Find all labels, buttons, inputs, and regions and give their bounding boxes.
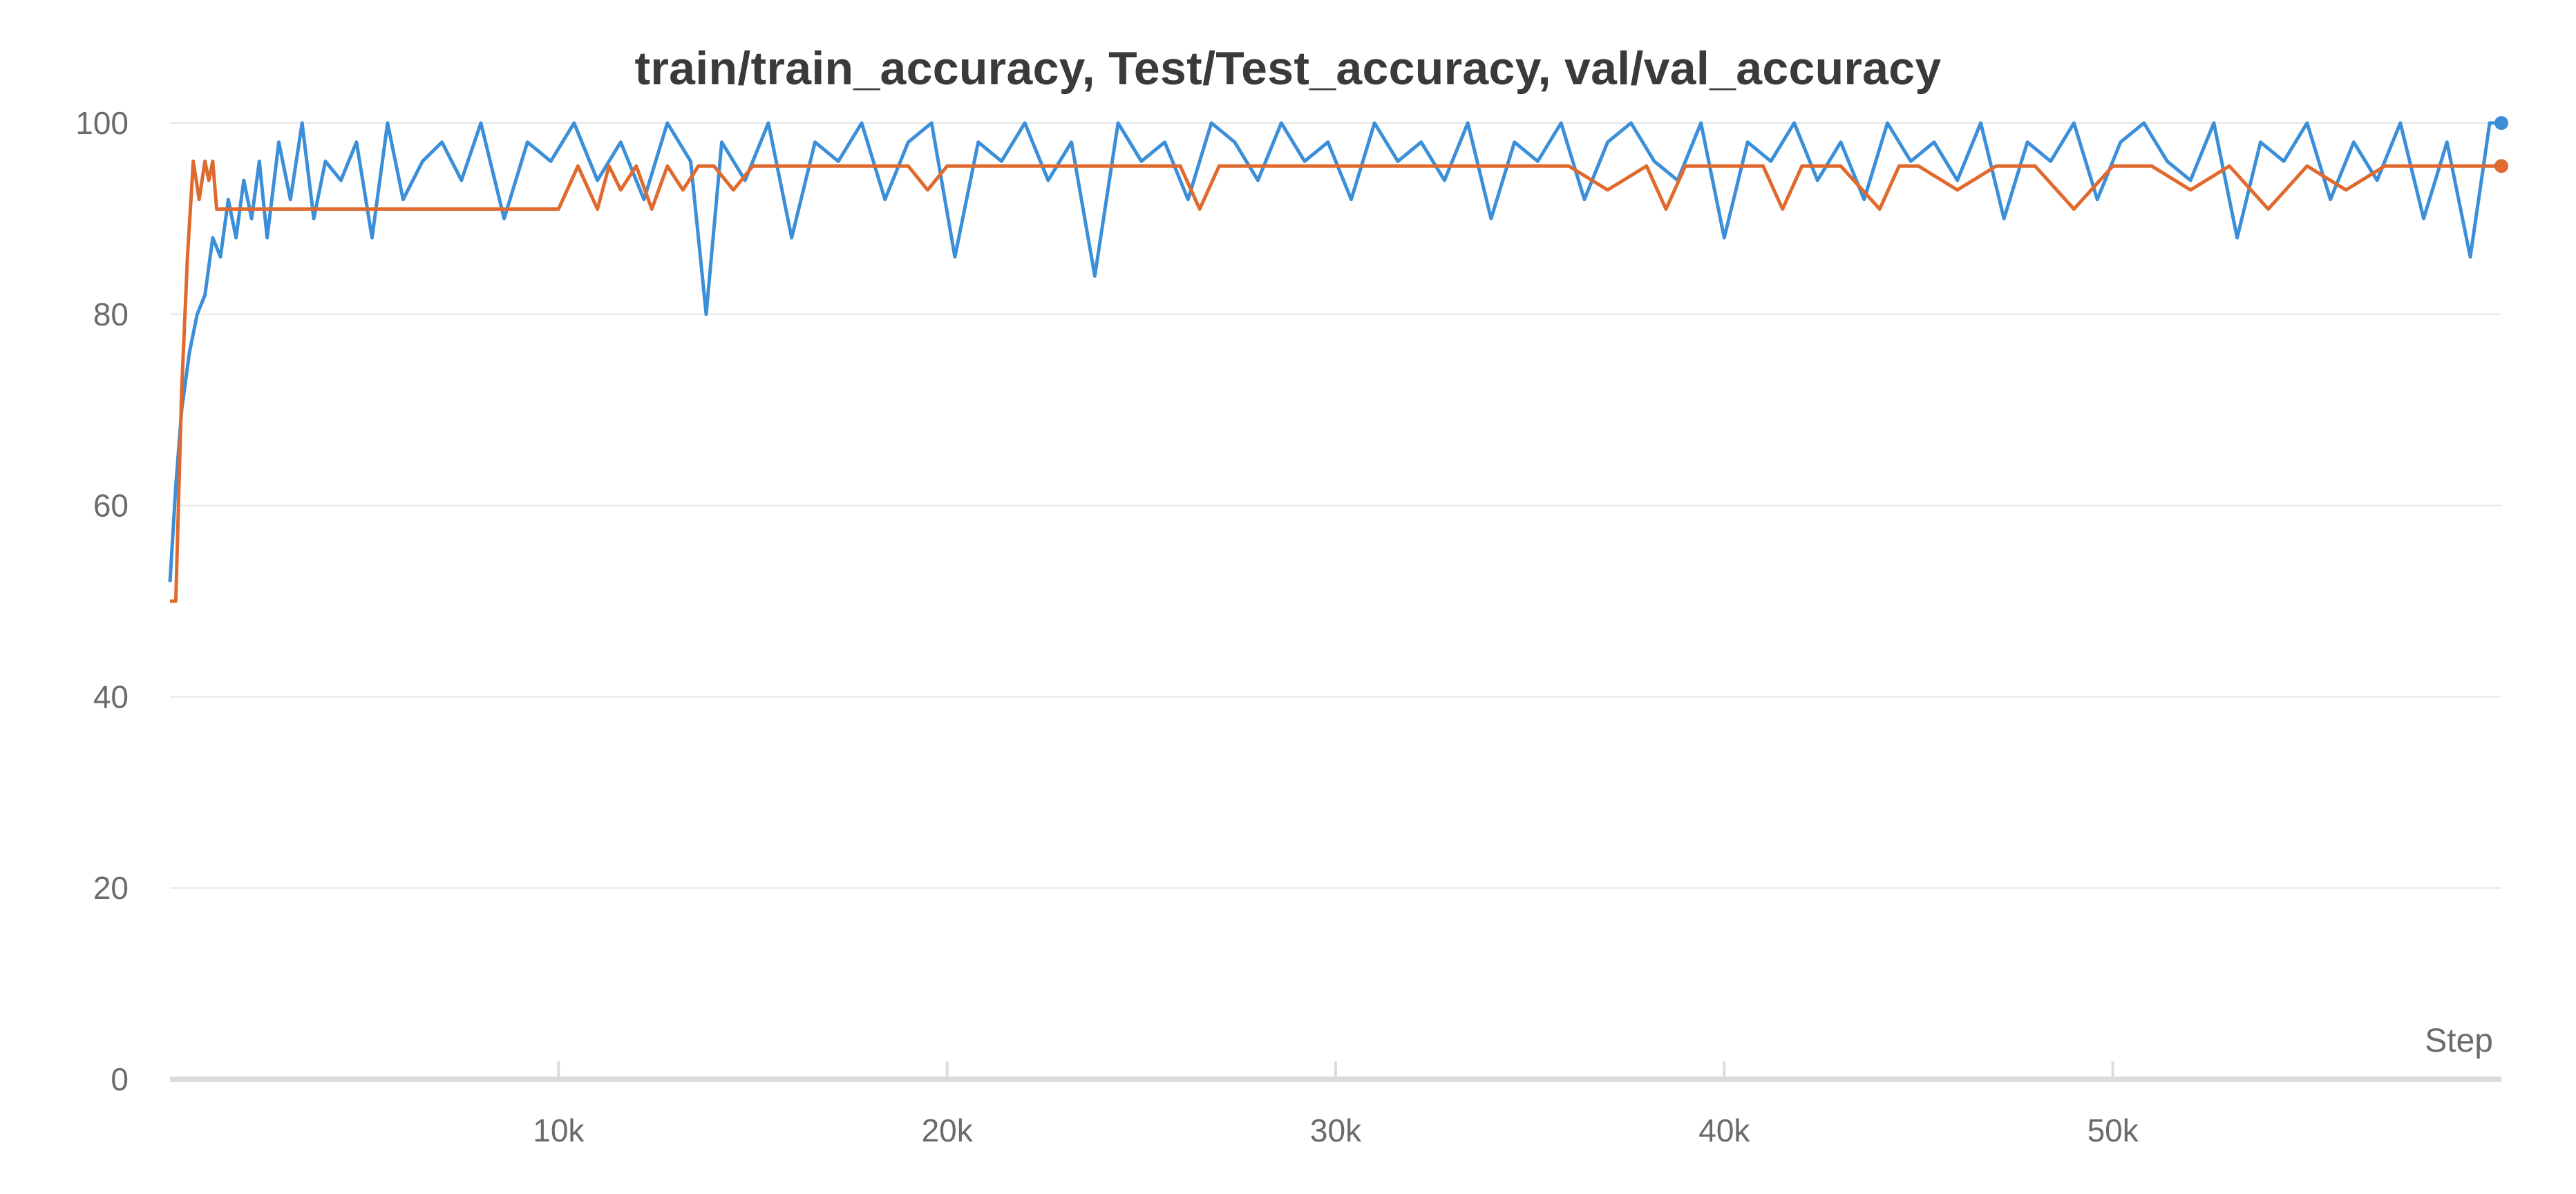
y-tick-label-20: 20 <box>93 870 129 906</box>
y-tick-label-60: 60 <box>93 488 129 524</box>
series-end-marker-train <box>2494 116 2508 130</box>
x-tick-label-50000: 50k <box>2087 1112 2139 1148</box>
series-line-val <box>170 159 2501 603</box>
axis-layer <box>170 1061 2501 1082</box>
y-tick-label-80: 80 <box>93 296 129 332</box>
x-tick-label-10000: 10k <box>533 1112 585 1148</box>
series-line-train <box>168 121 2501 582</box>
x-tick-label-30000: 30k <box>1310 1112 1362 1148</box>
x-tick-label-40000: 40k <box>1698 1112 1750 1148</box>
x-tick-label-20000: 20k <box>922 1112 974 1148</box>
grid-layer <box>170 122 2501 889</box>
series-layer <box>168 116 2508 603</box>
chart-title: train/train_accuracy, Test/Test_accuracy… <box>634 42 1942 95</box>
label-layer: 0 20 40 60 80 100 10k 20k 30k 40k 50k Step <box>75 105 2493 1148</box>
x-axis-title: Step <box>2425 1023 2493 1059</box>
y-tick-label-0: 0 <box>111 1061 129 1097</box>
series-end-marker-val <box>2494 159 2508 173</box>
y-tick-label-100: 100 <box>75 105 129 141</box>
y-tick-label-40: 40 <box>93 679 129 714</box>
